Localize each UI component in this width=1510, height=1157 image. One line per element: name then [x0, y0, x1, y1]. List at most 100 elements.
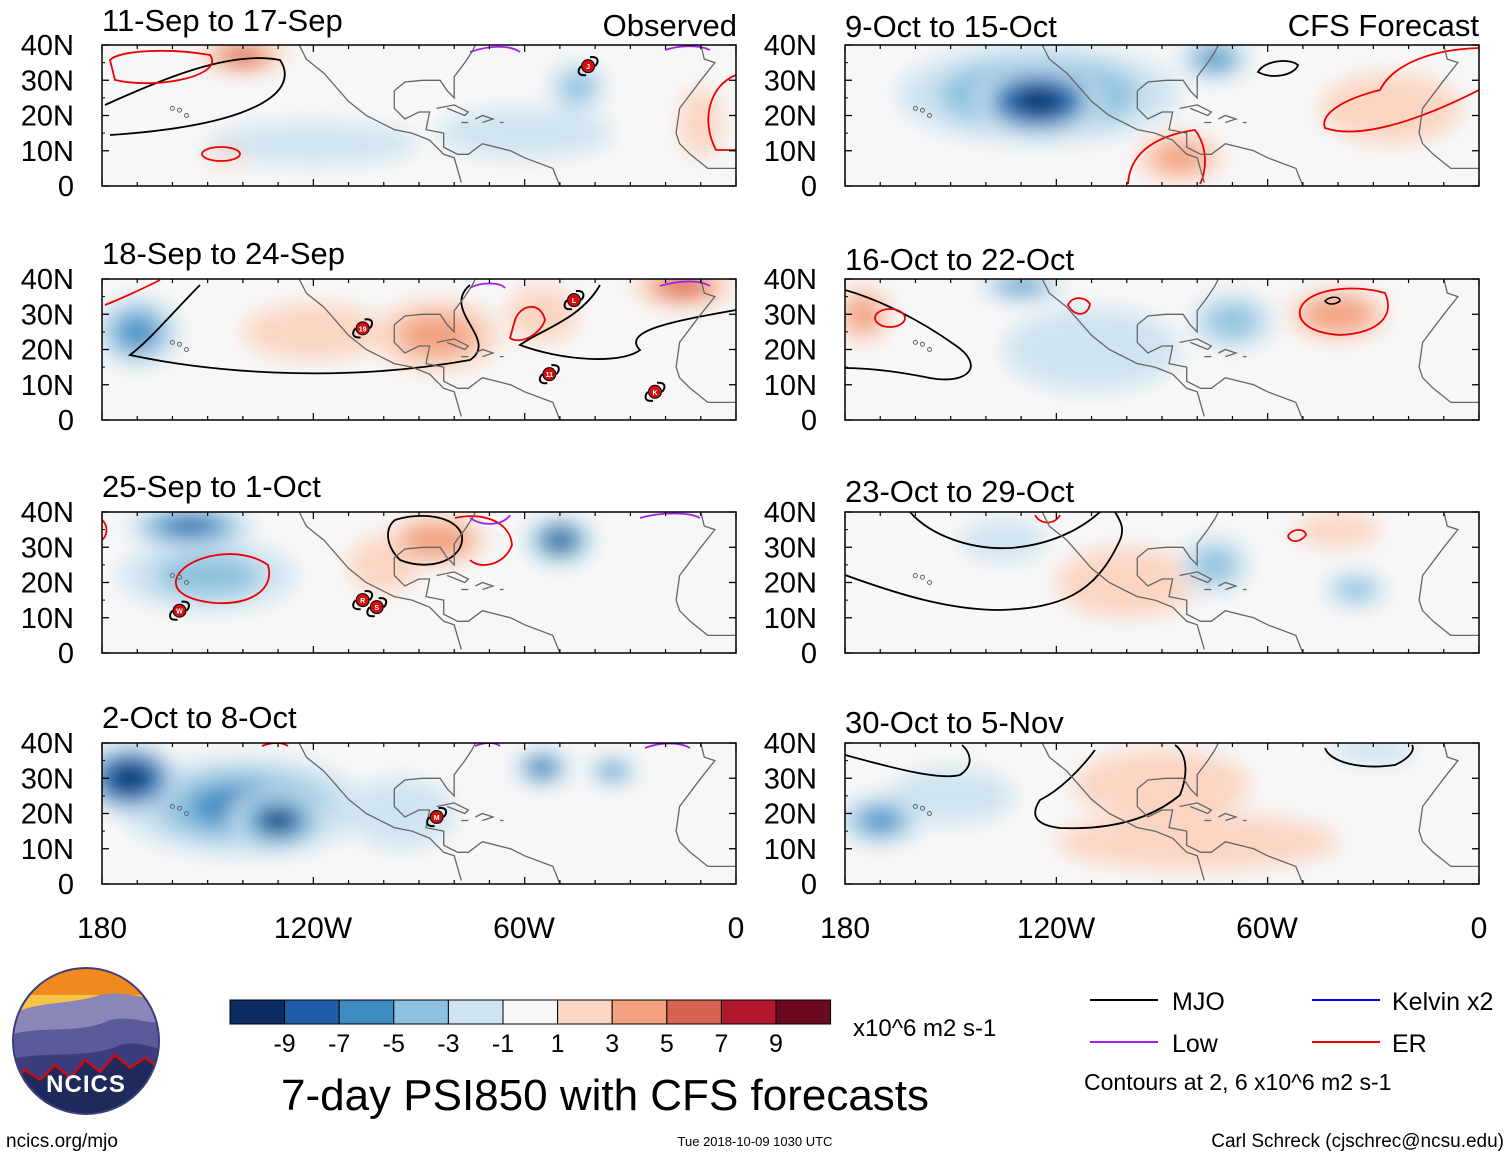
legend-item-kelvin: Kelvin x2 [1312, 988, 1493, 1016]
lon-label: 120W [1017, 912, 1096, 945]
footer-timestamp: Tue 2018-10-09 1030 UTC [678, 1134, 833, 1149]
storm-markers: M [426, 807, 447, 828]
island [184, 113, 189, 118]
coast-segment [1136, 279, 1219, 334]
lon-label: 180 [77, 912, 127, 945]
island [1218, 114, 1239, 124]
coastline [169, 743, 736, 884]
lon-labels-left: 180 120W 60W 0 [77, 912, 744, 945]
storm-marker: 19 [352, 318, 374, 339]
lon-label: 180 [820, 912, 870, 945]
lat-label: 30N [21, 763, 74, 795]
lon-label: 0 [1471, 912, 1488, 945]
coastline [912, 743, 1479, 884]
island [927, 347, 932, 352]
island [927, 811, 932, 816]
anomaly-region [1017, 89, 1060, 114]
coast-segment [298, 279, 462, 417]
coast-segment [393, 45, 476, 100]
storm-label: W [176, 609, 183, 616]
panel-title: 9-Oct to 15-Oct [845, 9, 1057, 44]
panel-title: 25-Sep to 1-Oct [102, 469, 321, 504]
storm-label: S [374, 605, 379, 612]
legend: MJO Kelvin x2 Low ER Contours at 2, 6 x1… [1084, 988, 1493, 1095]
island [169, 339, 175, 345]
storm-marker: 11 [538, 364, 560, 385]
lat-label: 30N [21, 532, 74, 564]
logo-text: NCICS [46, 1071, 126, 1098]
colorbar-swatch [557, 999, 613, 1025]
colorbar-swatch [447, 999, 504, 1025]
lat-label: 20N [764, 335, 817, 367]
storm-markers: W R S [169, 590, 388, 621]
island [475, 114, 496, 124]
island [177, 574, 182, 580]
lat-label: 10N [21, 603, 74, 635]
anomaly-region [154, 554, 261, 597]
coast-segment [1136, 557, 1304, 653]
coastline [169, 279, 736, 420]
coast-segment [675, 279, 736, 404]
storm-tail [656, 381, 666, 393]
colorbar-tick-label: -1 [492, 1030, 514, 1058]
storm-marker: L [563, 290, 585, 311]
island [1218, 581, 1239, 591]
anomaly-region [436, 108, 613, 158]
lat-label: 10N [21, 834, 74, 866]
island [1179, 571, 1213, 584]
lat-label: 0 [58, 638, 74, 670]
coast-segment [1041, 743, 1205, 881]
coast-segment [1041, 45, 1205, 183]
island [912, 804, 918, 809]
lat-label: 20N [21, 335, 74, 367]
lat-label: 0 [801, 405, 817, 437]
coastline [912, 512, 1479, 653]
storm-tail [538, 373, 548, 385]
ncics-logo: NCICS [12, 967, 160, 1115]
lon-label: 0 [728, 912, 745, 945]
coast-segment [393, 90, 561, 186]
colorbar-swatch [775, 999, 832, 1025]
storm-center [566, 293, 581, 308]
island [920, 341, 925, 347]
lon-label: 60W [493, 912, 555, 945]
psi-field [845, 512, 1479, 653]
island [436, 338, 470, 351]
coast-segment [1136, 324, 1304, 420]
coast-segment [1418, 279, 1479, 404]
island [1218, 812, 1239, 822]
field-anomalies [897, 45, 1462, 183]
lat-label: 30N [764, 299, 817, 331]
island [920, 107, 925, 113]
colorbar-swatch [338, 999, 395, 1025]
coastline [912, 279, 1479, 420]
anomaly-region [1295, 512, 1381, 548]
storm-center [542, 367, 557, 382]
anomaly-region [1109, 764, 1215, 807]
forecast-label: CFS Forecast [1288, 8, 1480, 43]
colorbar-tick-label: -7 [328, 1030, 350, 1058]
colorbar-tick-label: 1 [551, 1030, 565, 1058]
island [1179, 104, 1213, 117]
storm-label: K [652, 390, 657, 397]
storm-marker: W [169, 600, 190, 621]
colorbar-swatch [393, 999, 449, 1025]
storm-center [172, 603, 187, 618]
colorbar-swatch [284, 999, 340, 1025]
anomaly-region [119, 316, 156, 347]
figure-title: 7-day PSI850 with CFS forecasts [281, 1071, 929, 1120]
anomaly-region [415, 529, 458, 551]
lat-label: 30N [764, 763, 817, 795]
island [177, 107, 182, 113]
storm-marker: J [577, 56, 599, 77]
anomaly-region [113, 766, 147, 791]
coast-segment [1041, 512, 1205, 650]
storm-marker: R [352, 590, 374, 611]
storm-label: M [434, 815, 440, 822]
anomaly-region [862, 809, 899, 832]
